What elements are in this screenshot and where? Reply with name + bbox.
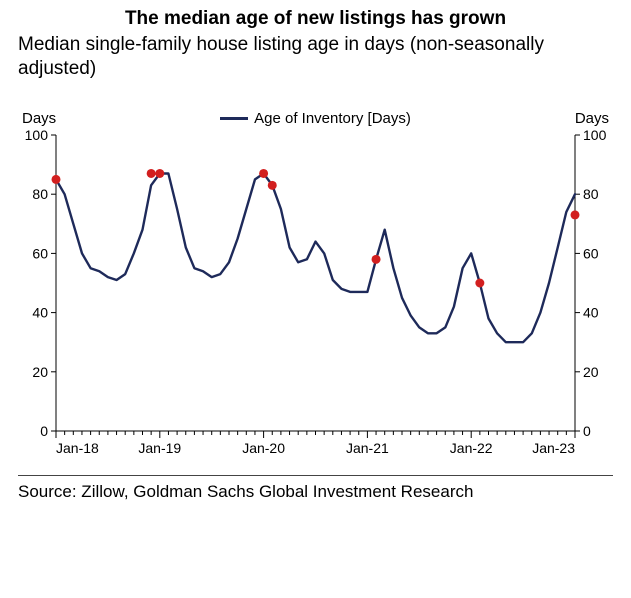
chart-title: The median age of new listings has grown bbox=[18, 8, 613, 31]
chart-svg: 0 0 20 20 40 40 60 60 80 80 100 100 Jan-18 Jan-19 Jan-… bbox=[18, 129, 613, 459]
chart-subtitle: Median single-family house listing age i… bbox=[18, 33, 613, 81]
svg-text:100: 100 bbox=[25, 129, 49, 143]
legend-swatch bbox=[220, 117, 248, 120]
source-line: Source: Zillow, Goldman Sachs Global Inv… bbox=[18, 482, 613, 502]
y-axis-label-left: Days bbox=[22, 110, 56, 127]
svg-text:Jan-22: Jan-22 bbox=[450, 440, 493, 456]
svg-text:60: 60 bbox=[32, 246, 48, 262]
svg-text:40: 40 bbox=[32, 305, 48, 321]
svg-text:Jan-20: Jan-20 bbox=[242, 440, 285, 456]
svg-text:100: 100 bbox=[583, 129, 607, 143]
svg-text:Jan-23: Jan-23 bbox=[532, 440, 575, 456]
legend: Age of Inventory [Days) bbox=[220, 110, 411, 127]
svg-text:0: 0 bbox=[40, 423, 48, 439]
svg-text:0: 0 bbox=[583, 423, 591, 439]
axis-header-row: Days Age of Inventory [Days) Days bbox=[22, 110, 609, 127]
divider bbox=[18, 475, 613, 476]
svg-text:80: 80 bbox=[32, 186, 48, 202]
svg-text:Jan-21: Jan-21 bbox=[346, 440, 389, 456]
svg-text:60: 60 bbox=[583, 246, 599, 262]
legend-label: Age of Inventory [Days) bbox=[254, 110, 411, 127]
svg-text:40: 40 bbox=[583, 305, 599, 321]
figure-container: The median age of new listings has grown… bbox=[0, 0, 631, 598]
svg-text:Jan-18: Jan-18 bbox=[56, 440, 99, 456]
svg-text:80: 80 bbox=[583, 186, 599, 202]
svg-text:20: 20 bbox=[583, 364, 599, 380]
chart-area: 0 0 20 20 40 40 60 60 80 80 100 100 Jan-18 Jan-19 Jan-… bbox=[18, 129, 613, 459]
svg-text:20: 20 bbox=[32, 364, 48, 380]
y-axis-label-right: Days bbox=[575, 110, 609, 127]
svg-text:Jan-19: Jan-19 bbox=[138, 440, 181, 456]
